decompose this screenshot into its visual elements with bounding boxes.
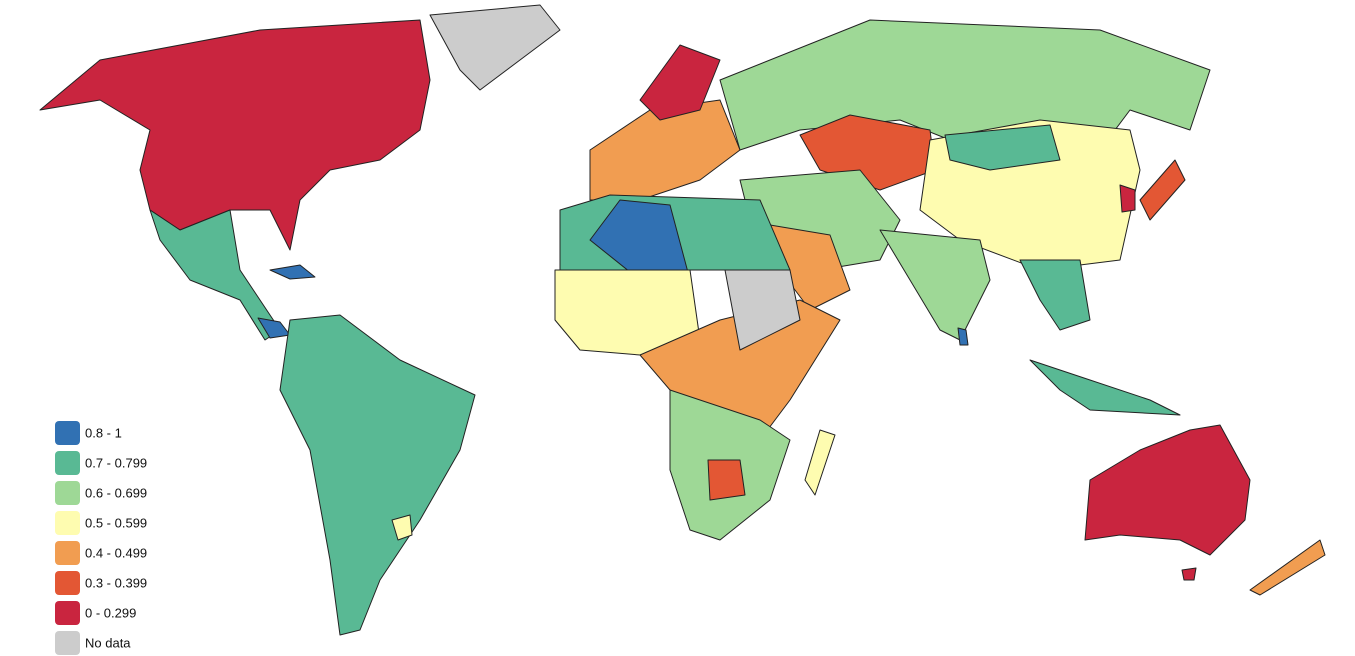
legend-swatch xyxy=(55,511,80,535)
legend-swatch xyxy=(55,631,80,655)
india xyxy=(879,229,991,341)
legend-swatch xyxy=(55,571,80,595)
tasmania xyxy=(1181,567,1197,581)
legend: 0.8 - 1 0.7 - 0.799 0.6 - 0.699 0.5 - 0.599… xyxy=(55,421,147,655)
scandinavia xyxy=(639,44,721,121)
south-america xyxy=(279,314,476,636)
sudan xyxy=(724,269,801,351)
map-regions xyxy=(39,4,1326,636)
legend-label: 0.3 - 0.399 xyxy=(85,575,147,590)
legend-swatch xyxy=(55,541,80,565)
greenland xyxy=(429,4,561,91)
indonesia xyxy=(1029,359,1181,416)
north-america xyxy=(39,19,431,251)
legend-label: No data xyxy=(85,635,131,650)
legend-swatch xyxy=(55,451,80,475)
australia xyxy=(1084,424,1251,556)
legend-label: 0.7 - 0.799 xyxy=(85,455,147,470)
legend-label: 0 - 0.299 xyxy=(85,605,136,620)
legend-label: 0.5 - 0.599 xyxy=(85,515,147,530)
new-zealand xyxy=(1249,539,1326,596)
southeast-asia xyxy=(1019,259,1091,331)
legend-swatch xyxy=(55,481,80,505)
cuba xyxy=(269,264,316,280)
botswana xyxy=(707,459,746,501)
mongolia xyxy=(944,124,1061,171)
japan xyxy=(1139,159,1186,221)
legend-swatch xyxy=(55,421,80,445)
sri-lanka xyxy=(957,327,969,346)
uruguay xyxy=(391,514,413,541)
russia xyxy=(719,19,1211,151)
madagascar xyxy=(804,429,836,496)
legend-label: 0.4 - 0.499 xyxy=(85,545,147,560)
korea xyxy=(1119,184,1136,213)
legend-label: 0.8 - 1 xyxy=(85,425,122,440)
legend-swatch xyxy=(55,601,80,625)
legend-label: 0.6 - 0.699 xyxy=(85,485,147,500)
